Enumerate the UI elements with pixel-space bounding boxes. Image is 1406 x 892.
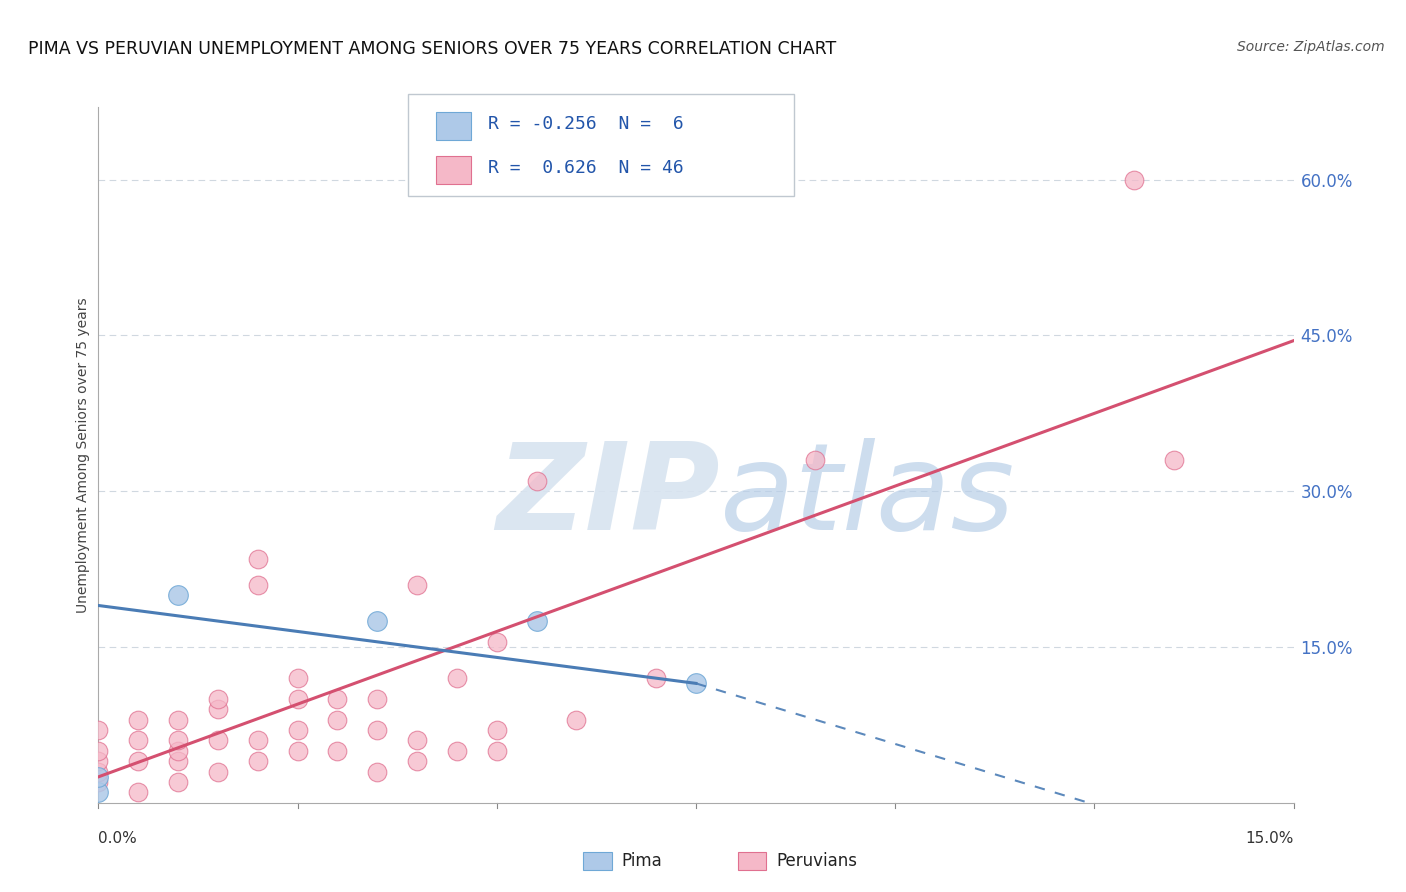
Point <box>287 744 309 758</box>
Point <box>804 453 827 467</box>
Point <box>127 733 149 747</box>
Point <box>485 744 508 758</box>
Point <box>87 754 110 768</box>
Text: ZIP: ZIP <box>496 438 720 555</box>
Point <box>485 723 508 738</box>
Point <box>167 754 190 768</box>
Point <box>685 676 707 690</box>
Point <box>167 744 190 758</box>
Point <box>87 744 110 758</box>
Point <box>127 785 149 799</box>
Point <box>246 551 269 566</box>
Point <box>287 692 309 706</box>
Point <box>207 733 229 747</box>
Text: 15.0%: 15.0% <box>1246 830 1294 846</box>
Point <box>366 614 388 628</box>
Point <box>485 635 508 649</box>
Point <box>366 723 388 738</box>
Text: Source: ZipAtlas.com: Source: ZipAtlas.com <box>1237 40 1385 54</box>
Text: atlas: atlas <box>720 438 1015 555</box>
Text: R =  0.626  N = 46: R = 0.626 N = 46 <box>488 160 683 178</box>
Point <box>366 764 388 779</box>
Text: R = -0.256  N =  6: R = -0.256 N = 6 <box>488 115 683 133</box>
Point <box>207 764 229 779</box>
Point <box>326 713 349 727</box>
Point <box>645 671 668 685</box>
Text: 0.0%: 0.0% <box>98 830 138 846</box>
Point <box>1163 453 1185 467</box>
Point <box>366 692 388 706</box>
Point <box>167 775 190 789</box>
Point <box>87 785 110 799</box>
Point <box>526 474 548 488</box>
Point <box>167 588 190 602</box>
Point <box>87 764 110 779</box>
Text: Peruvians: Peruvians <box>776 852 858 870</box>
Point <box>287 723 309 738</box>
Point <box>246 733 269 747</box>
Point <box>127 713 149 727</box>
Point <box>406 754 429 768</box>
Point <box>1123 172 1146 186</box>
Y-axis label: Unemployment Among Seniors over 75 years: Unemployment Among Seniors over 75 years <box>76 297 90 613</box>
Point <box>167 713 190 727</box>
Point <box>326 692 349 706</box>
Point <box>127 754 149 768</box>
Point <box>326 744 349 758</box>
Point <box>207 702 229 716</box>
Point <box>287 671 309 685</box>
Point <box>565 713 588 727</box>
Point <box>406 733 429 747</box>
Point <box>526 614 548 628</box>
Text: Pima: Pima <box>621 852 662 870</box>
Point <box>167 733 190 747</box>
Point <box>246 578 269 592</box>
Text: PIMA VS PERUVIAN UNEMPLOYMENT AMONG SENIORS OVER 75 YEARS CORRELATION CHART: PIMA VS PERUVIAN UNEMPLOYMENT AMONG SENI… <box>28 40 837 58</box>
Point <box>87 723 110 738</box>
Point <box>246 754 269 768</box>
Point <box>207 692 229 706</box>
Point <box>446 671 468 685</box>
Point <box>87 770 110 784</box>
Point <box>446 744 468 758</box>
Point <box>406 578 429 592</box>
Point <box>87 775 110 789</box>
